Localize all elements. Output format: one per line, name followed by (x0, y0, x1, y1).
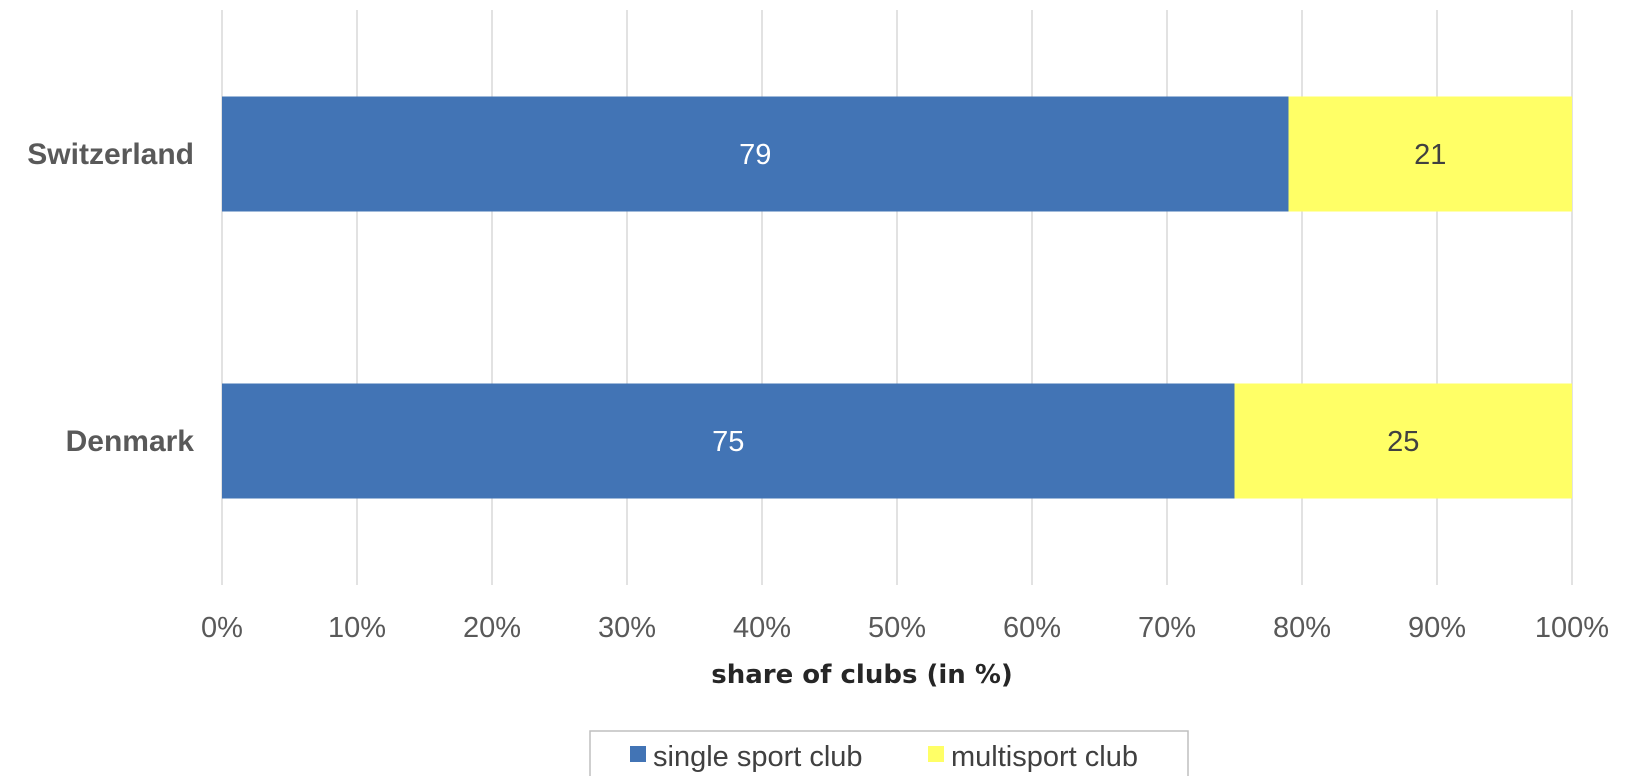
legend-label-single-sport-club: single sport club (653, 741, 863, 773)
data-label-denmark-single-sport-club: 75 (712, 426, 744, 458)
bar-switzerland-single-sport-club (222, 96, 1289, 212)
x-tick-label-80: 80% (1273, 612, 1331, 644)
legend-swatch-single-sport-club (630, 746, 646, 762)
category-labels: Switzerland Denmark (27, 138, 194, 458)
bar-denmark-multisport-club (1234, 383, 1572, 499)
x-tick-label-40: 40% (733, 612, 791, 644)
legend-label-multisport-club: multisport club (951, 741, 1138, 773)
gridlines (221, 10, 1573, 585)
x-tick-label-0: 0% (201, 612, 243, 644)
x-tick-label-90: 90% (1408, 612, 1466, 644)
legend-frame (589, 730, 1189, 776)
bar-denmark-single-sport-club (222, 383, 1235, 499)
x-tick-label-30: 30% (598, 612, 656, 644)
x-tick-labels: 0% 10% 20% 30% 40% 50% 60% 70% 80% 90% 100% (201, 612, 1609, 644)
x-tick-label-50: 50% (868, 612, 926, 644)
x-tick-label-100: 100% (1535, 612, 1609, 644)
x-tick-label-20: 20% (463, 612, 521, 644)
x-tick-label-70: 70% (1138, 612, 1196, 644)
x-tick-label-10: 10% (328, 612, 386, 644)
x-axis-title: share of clubs (in %) (711, 660, 1013, 690)
bars: 79 21 75 25 (222, 96, 1572, 499)
bar-switzerland-multisport-club (1288, 96, 1572, 212)
legend-swatch-multisport-club (928, 746, 944, 762)
data-label-denmark-multisport-club: 25 (1387, 426, 1419, 458)
x-tick-label-60: 60% (1003, 612, 1061, 644)
legend: single sport club multisport club (589, 730, 1189, 776)
category-label-switzerland: Switzerland (27, 138, 194, 171)
category-label-denmark: Denmark (66, 425, 195, 458)
data-label-switzerland-single-sport-club: 79 (739, 139, 771, 171)
data-label-switzerland-multisport-club: 21 (1414, 139, 1446, 171)
